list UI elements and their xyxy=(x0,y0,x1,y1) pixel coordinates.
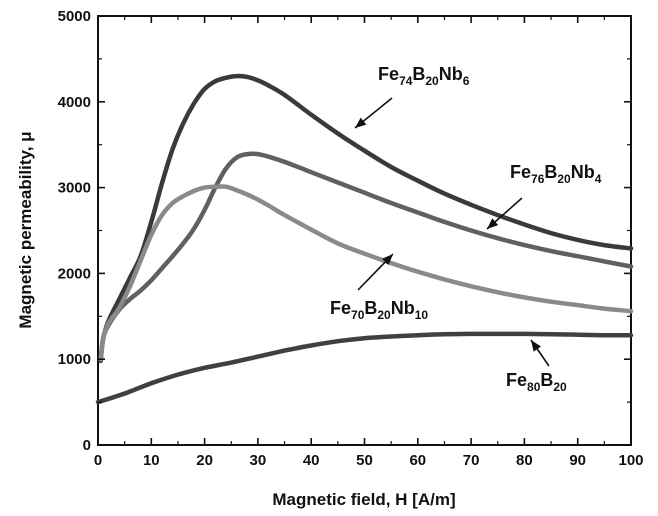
series-lines xyxy=(95,73,634,405)
label-part: 74 xyxy=(399,74,413,88)
label-part: 6 xyxy=(463,74,470,88)
x-tick-label: 0 xyxy=(94,452,102,469)
arrow-fe76b20nb4-head xyxy=(487,218,499,229)
label-part: 20 xyxy=(425,74,439,88)
label-fe80b20: Fe80B20 xyxy=(506,370,567,394)
y-tick-label: 2000 xyxy=(58,265,91,282)
label-part: Fe xyxy=(330,298,351,318)
y-tick-label: 4000 xyxy=(58,94,91,111)
label-part: Fe xyxy=(510,162,531,182)
label-part: 20 xyxy=(553,380,567,394)
label-part: Fe xyxy=(378,64,399,84)
x-tick-label: 70 xyxy=(463,452,480,469)
arrow-fe80b20-head xyxy=(531,340,541,352)
x-tick-label: 60 xyxy=(409,452,426,469)
label-part: Nb xyxy=(571,162,595,182)
label-part: 70 xyxy=(351,308,365,322)
axes: 0 10 20 30 40 50 60 70 80 90 100010002000300040005… xyxy=(58,8,644,469)
label-part: Nb xyxy=(439,64,463,84)
y-axis-title: Magnetic permeability, μ xyxy=(16,131,35,328)
arrow-fe70b20nb10-head xyxy=(382,254,393,265)
label-part: 80 xyxy=(527,380,541,394)
y-tick-label: 3000 xyxy=(58,180,91,197)
label-part: 76 xyxy=(531,172,545,186)
y-tick-label: 1000 xyxy=(58,351,91,368)
x-tick-label: 80 xyxy=(516,452,533,469)
x-tick-label: 30 xyxy=(250,452,267,469)
label-part: B xyxy=(544,162,557,182)
label-part: Nb xyxy=(391,298,415,318)
x-axis-title: Magnetic field, H [A/m] xyxy=(272,490,455,509)
label-part: 4 xyxy=(595,172,602,186)
series-line-fe70b20nb10 xyxy=(98,184,634,362)
label-fe76b20nb4: Fe76B20Nb4 xyxy=(510,162,602,186)
label-part: 20 xyxy=(557,172,571,186)
x-tick-label: 40 xyxy=(303,452,320,469)
x-tick-label: 90 xyxy=(569,452,586,469)
label-part: B xyxy=(364,298,377,318)
label-part: 20 xyxy=(377,308,391,322)
series-line-fe80b20 xyxy=(95,331,634,405)
label-fe74b20nb6: Fe74B20Nb6 xyxy=(378,64,470,88)
y-tick-label: 5000 xyxy=(58,8,91,25)
label-part: Fe xyxy=(506,370,527,390)
y-tick-label: 0 xyxy=(83,437,91,454)
label-fe70b20nb10: Fe70B20Nb10 xyxy=(330,298,428,322)
series-line-fe76b20nb4 xyxy=(98,151,634,362)
x-tick-label: 100 xyxy=(618,452,643,469)
x-tick-label: 50 xyxy=(356,452,373,469)
label-part: B xyxy=(412,64,425,84)
label-part: 10 xyxy=(415,308,429,322)
arrow-fe74b20nb6-head xyxy=(355,117,367,128)
x-tick-label: 10 xyxy=(143,452,160,469)
x-tick-label: 20 xyxy=(196,452,213,469)
label-part: B xyxy=(540,370,553,390)
